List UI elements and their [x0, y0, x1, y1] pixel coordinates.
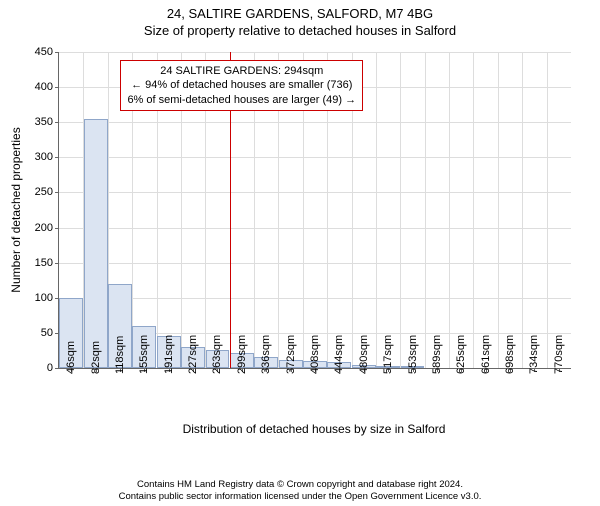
grid-line-horizontal [59, 263, 571, 264]
histogram-bar [84, 119, 108, 368]
y-tick-label: 350 [35, 116, 59, 128]
x-tick-label: 517sqm [382, 335, 394, 374]
x-tick-label: 770sqm [553, 335, 565, 374]
plot-area: 05010015020025030035040045046sqm82sqm118… [58, 52, 571, 369]
grid-line-horizontal [59, 192, 571, 193]
x-tick-label: 553sqm [407, 335, 419, 374]
grid-line-horizontal [59, 228, 571, 229]
annotation-line-3: 6% of semi-detached houses are larger (4… [127, 93, 356, 107]
y-tick-label: 100 [35, 292, 59, 304]
x-tick-label: 408sqm [309, 335, 321, 374]
x-tick-label: 299sqm [236, 335, 248, 374]
x-tick-label: 263sqm [211, 335, 223, 374]
title-main: 24, SALTIRE GARDENS, SALFORD, M7 4BG [0, 6, 600, 21]
grid-line-horizontal [59, 157, 571, 158]
grid-line-vertical [449, 52, 450, 368]
title-sub: Size of property relative to detached ho… [0, 23, 600, 38]
x-tick-label: 336sqm [260, 335, 272, 374]
grid-line-vertical [547, 52, 548, 368]
grid-line-vertical [425, 52, 426, 368]
grid-line-vertical [522, 52, 523, 368]
y-tick-label: 250 [35, 186, 59, 198]
x-tick-label: 444sqm [333, 335, 345, 374]
grid-line-vertical [400, 52, 401, 368]
grid-line-horizontal [59, 122, 571, 123]
y-tick-label: 50 [41, 327, 59, 339]
x-tick-label: 372sqm [285, 335, 297, 374]
y-tick-label: 200 [35, 222, 59, 234]
x-tick-label: 480sqm [358, 335, 370, 374]
annotation-line-1: 24 SALTIRE GARDENS: 294sqm [127, 64, 356, 78]
x-tick-label: 734sqm [528, 335, 540, 374]
x-axis-label: Distribution of detached houses by size … [183, 422, 446, 436]
x-tick-label: 82sqm [90, 341, 102, 374]
grid-line-vertical [498, 52, 499, 368]
x-tick-label: 118sqm [114, 336, 126, 374]
grid-line-vertical [473, 52, 474, 368]
footer-attribution: Contains HM Land Registry data © Crown c… [0, 479, 600, 502]
y-tick-label: 300 [35, 151, 59, 163]
x-tick-label: 589sqm [431, 335, 443, 374]
x-tick-label: 698sqm [504, 335, 516, 374]
grid-line-horizontal [59, 52, 571, 53]
y-tick-label: 400 [35, 81, 59, 93]
y-axis-label: Number of detached properties [9, 127, 23, 292]
footer-line-2: Contains public sector information licen… [0, 491, 600, 502]
footer-line-1: Contains HM Land Registry data © Crown c… [0, 479, 600, 490]
x-tick-label: 227sqm [187, 335, 199, 374]
y-tick-label: 450 [35, 46, 59, 58]
chart-container: 0 50 100 150 200 250 300 350 400 450 46sqm 82sqm 118… [0, 48, 600, 448]
annotation-line-2: ← 94% of detached houses are smaller (73… [127, 78, 356, 92]
grid-line-vertical [376, 52, 377, 368]
grid-line-horizontal [59, 298, 571, 299]
x-tick-label: 46sqm [65, 341, 77, 374]
x-tick-label: 191sqm [163, 335, 175, 374]
x-tick-label: 625sqm [455, 335, 467, 374]
x-tick-label: 155sqm [138, 335, 150, 374]
y-tick-label: 150 [35, 257, 59, 269]
x-tick-label: 661sqm [480, 335, 492, 374]
annotation-box: 24 SALTIRE GARDENS: 294sqm← 94% of detac… [120, 60, 363, 111]
y-tick-label: 0 [47, 362, 59, 374]
